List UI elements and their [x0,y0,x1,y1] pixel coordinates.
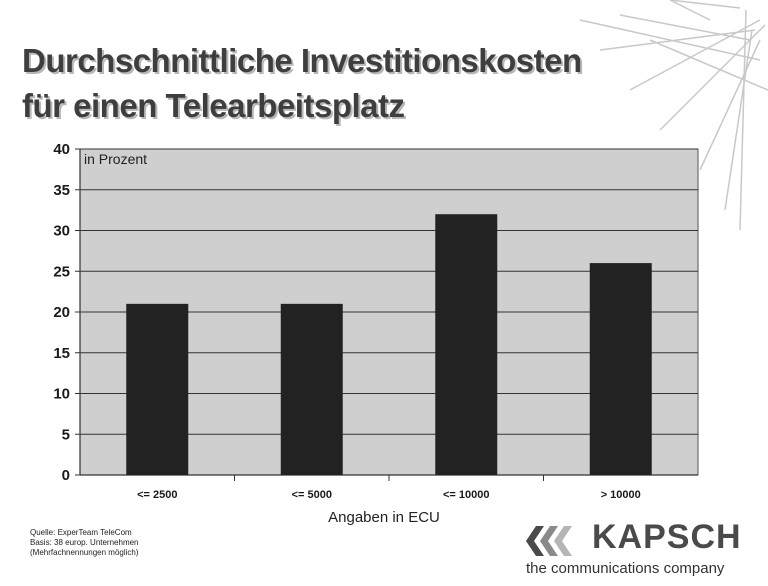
y-tick-label: 0 [62,467,70,484]
y-tick-label: 40 [53,141,70,158]
x-tick-label: <= 2500 [137,489,177,501]
brand-block: KAPSCH the communications company [522,518,752,580]
y-tick-label: 5 [62,426,70,443]
bar [126,303,189,475]
y-tick-label: 10 [53,386,70,403]
y-tick-label: 20 [53,304,70,321]
y-tick-label: 35 [53,182,70,199]
bar [280,303,343,475]
source-line-3: (Mehrfachnennungen möglich) [30,548,139,557]
x-tick-label: <= 5000 [292,489,332,501]
bar [435,214,498,475]
title-line-1: Durchschnittliche Investitionskosten [22,42,582,79]
source-line-1: Quelle: ExperTeam TeleCom [30,528,132,537]
triple-chevron-logo-icon [522,524,584,558]
sunburst-decoration-icon [579,0,768,231]
slide-title: Durchschnittliche Investitionskosten für… [22,38,582,128]
brand-tagline: the communications company [526,560,725,577]
y-tick-label: 30 [53,223,70,240]
source-line-2: Basis: 38 europ. Unternehmen [30,538,139,547]
x-axis-title: Angaben in ECU [328,509,440,526]
y-tick-label: 15 [53,345,70,362]
chart-annotation: in Prozent [84,151,148,167]
source-note: Quelle: ExperTeam TeleCom Basis: 38 euro… [30,528,139,558]
x-tick-label: > 10000 [601,489,641,501]
title-line-2: für einen Telearbeitsplatz [22,87,405,124]
y-tick-label: 25 [53,263,70,280]
bar [589,263,652,475]
x-tick-label: <= 10000 [443,489,490,501]
brand-name: KAPSCH [592,518,742,556]
